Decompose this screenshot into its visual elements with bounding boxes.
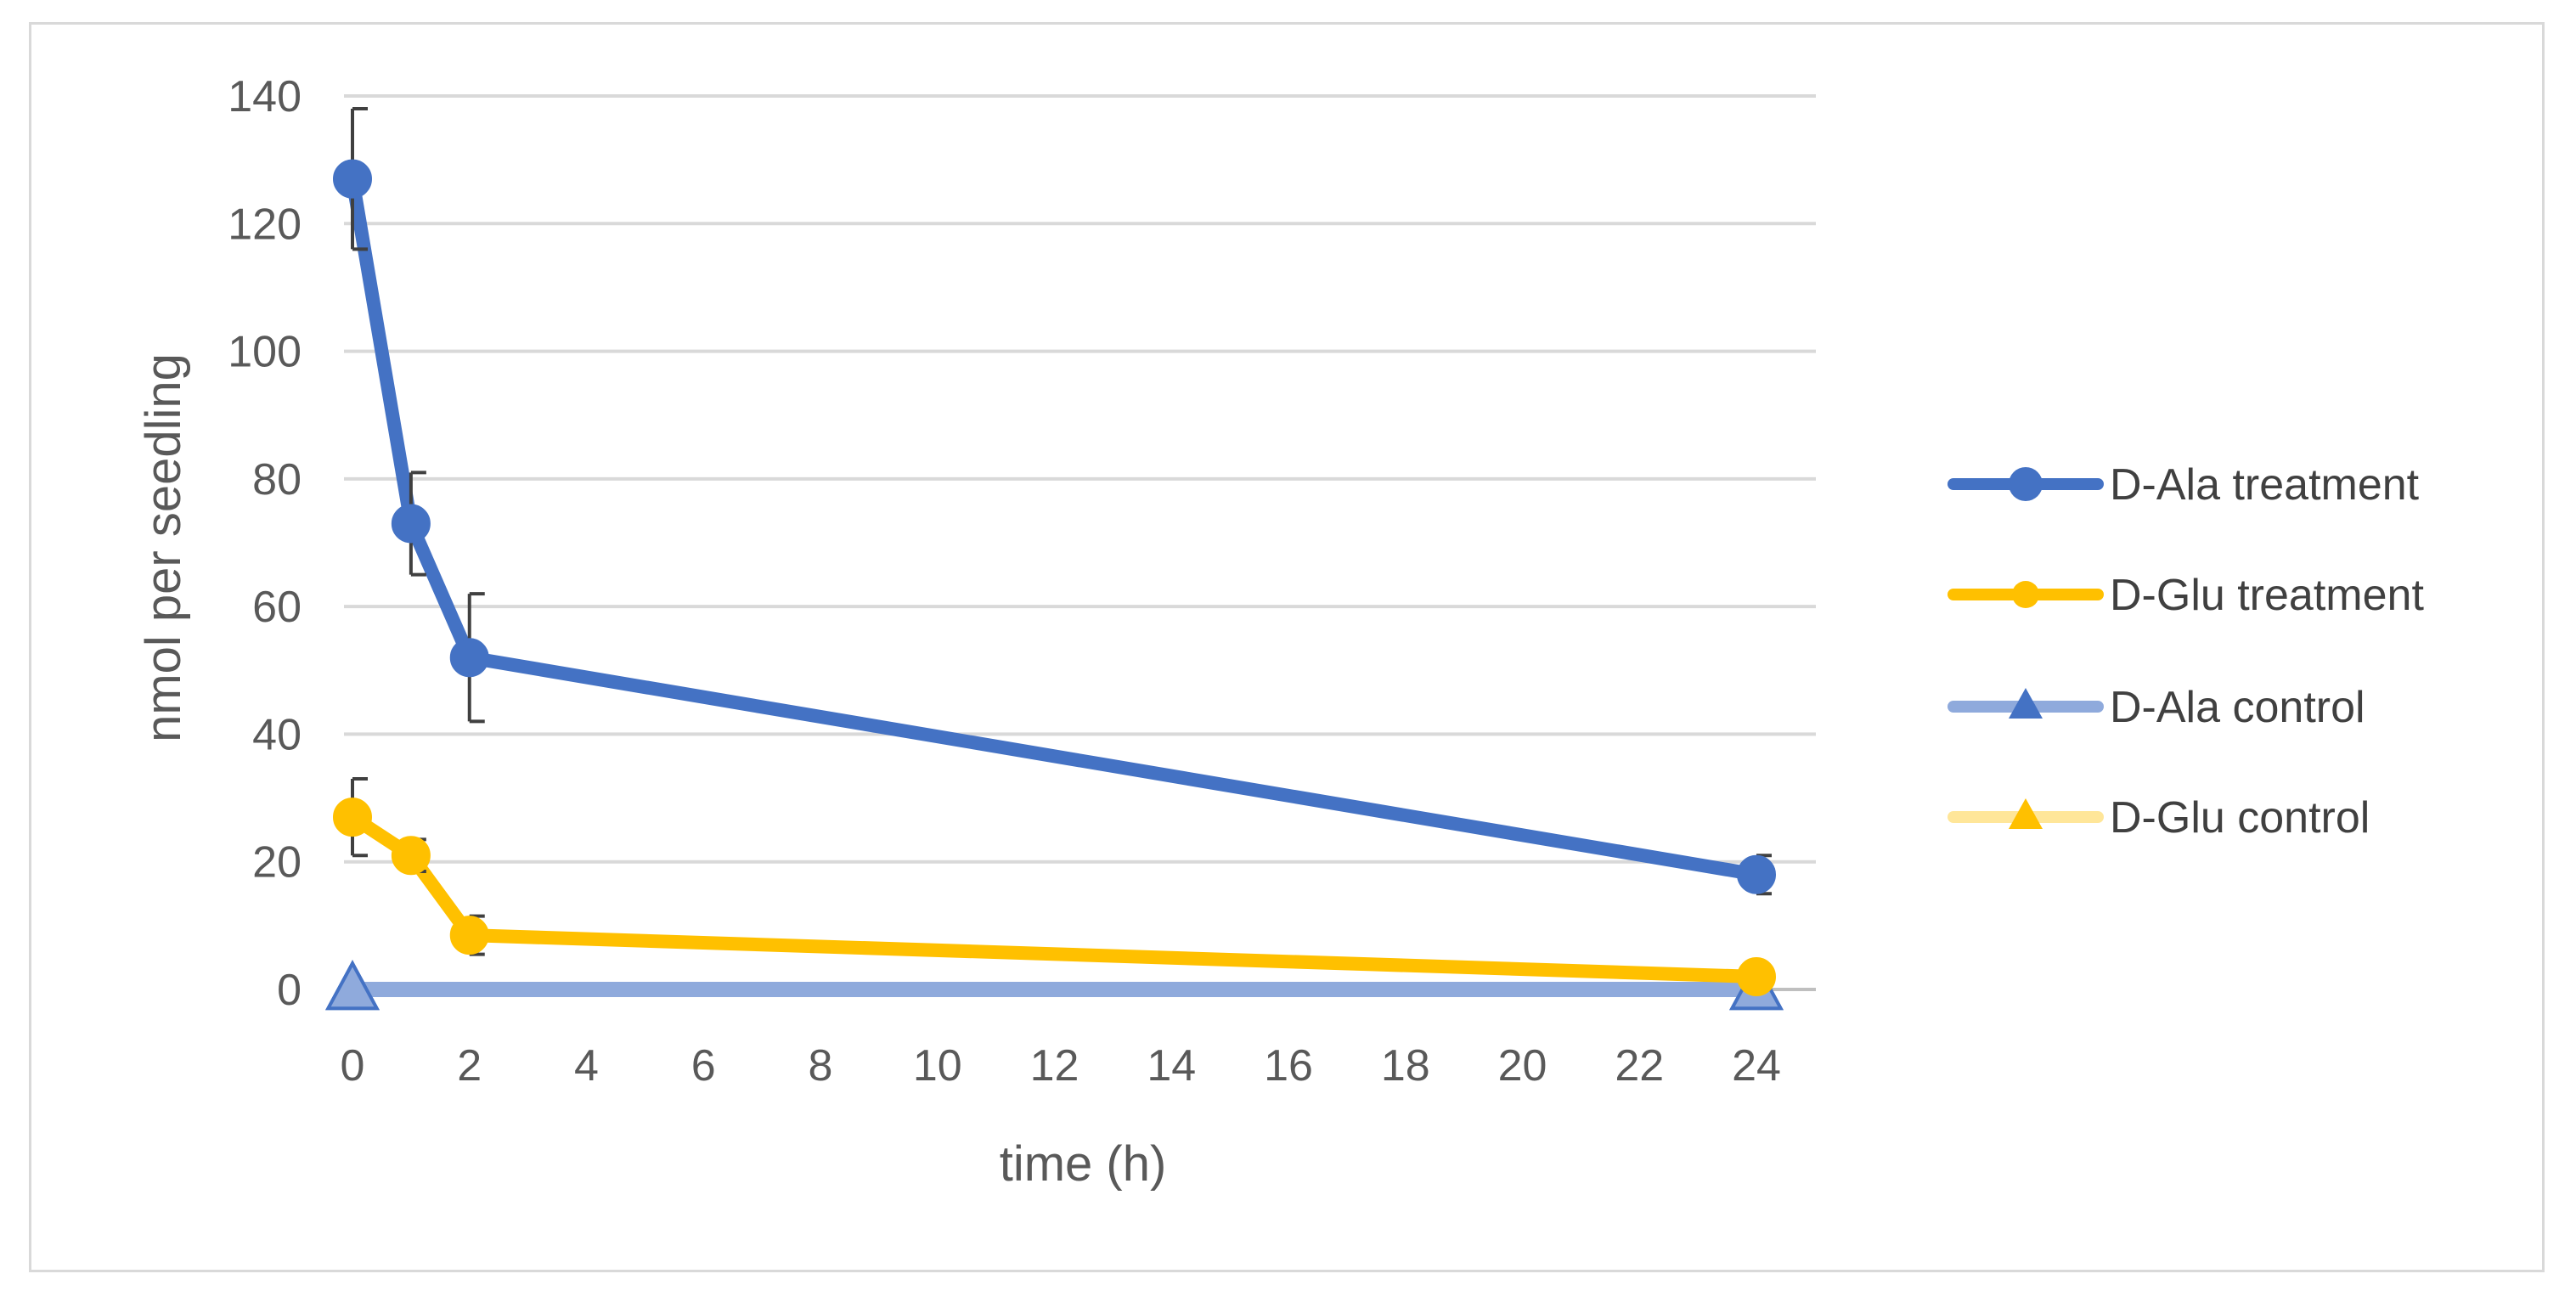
legend-label: D-Ala control [2110,683,2365,732]
gridlines [344,94,1816,864]
x-tick-label: 4 [574,1041,599,1091]
x-tick-label: 14 [1147,1041,1196,1091]
x-tick-label: 6 [691,1041,716,1091]
legend-swatch-marker [2009,688,2043,719]
y-tick-label: 140 [228,72,302,121]
y-tick-label: 120 [228,200,302,249]
legend-entry: D-Glu control [1948,793,2370,843]
x-tick-label: 10 [913,1041,962,1091]
data-point [1737,854,1776,894]
series-layer [325,107,1784,1011]
legend-entry: D-Glu treatment [1948,571,2424,620]
x-tick-label: 16 [1264,1041,1313,1091]
legend-label: D-Ala treatment [2110,460,2420,510]
legend: D-Ala treatment D-Glu treatment D-Ala cont… [1948,460,2424,843]
data-point [449,916,489,955]
data-point [391,836,431,876]
legend-entry: D-Ala control [1948,683,2365,732]
legend-label: D-Glu treatment [2110,571,2424,620]
x-tick-label: 20 [1498,1041,1547,1091]
chart-frame [29,22,2545,1272]
data-point [333,798,372,837]
series-line [346,810,1763,984]
data-point [449,638,489,678]
y-axis-title: nmol per seedling [136,353,191,742]
data-point [1737,956,1776,996]
y-tick-label: 100 [228,328,302,377]
x-tick-label: 2 [457,1041,482,1091]
legend-label: D-Glu control [2110,793,2370,843]
x-tick-label: 12 [1030,1041,1079,1091]
series-d-glu-treatment [333,777,1776,996]
x-tick-label: 24 [1732,1041,1781,1091]
data-point [391,504,431,544]
legend-swatch-marker [2012,581,2039,608]
legend-swatch-marker [2009,798,2043,829]
x-tick-label: 18 [1381,1041,1430,1091]
legend-swatch-marker [2009,467,2043,501]
x-axis-title: time (h) [1000,1136,1167,1192]
data-point [333,159,372,199]
x-tick-label: 0 [341,1041,365,1091]
x-tick-label: 8 [809,1041,833,1091]
series-line [346,172,1763,882]
legend-entry: D-Ala treatment [1948,460,2420,510]
data-point-triangle [325,960,380,1011]
y-tick-label: 80 [252,455,302,504]
x-tick-label: 22 [1615,1041,1664,1091]
y-tick-label: 0 [277,966,302,1015]
y-tick-label: 40 [252,710,302,759]
y-tick-label: 20 [252,838,302,888]
y-tick-label: 60 [252,583,302,632]
series-d-ala-treatment [333,107,1776,896]
